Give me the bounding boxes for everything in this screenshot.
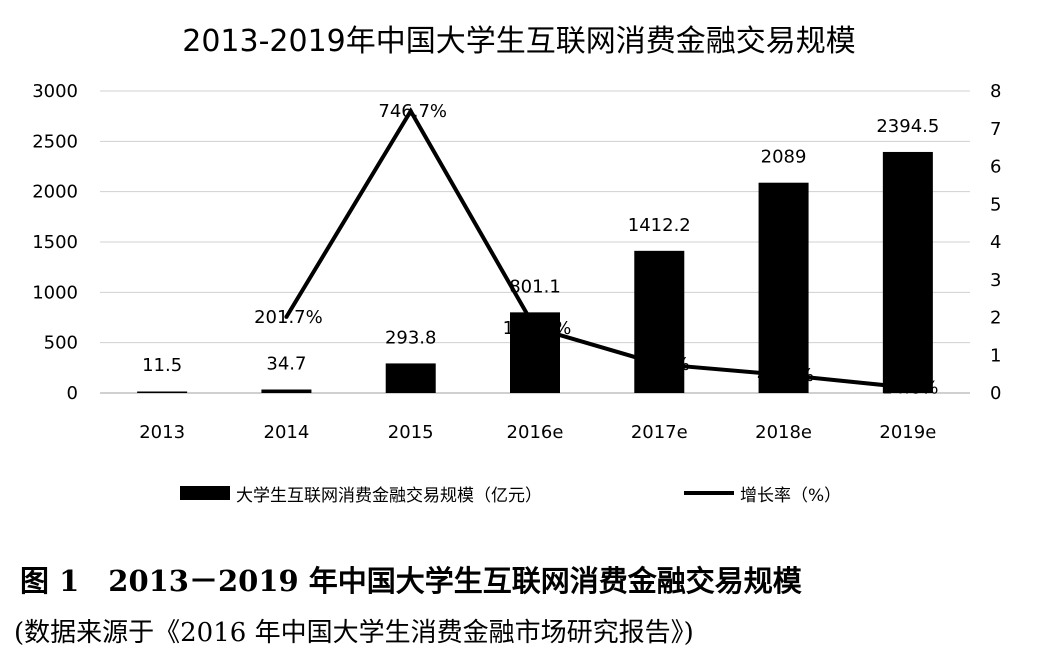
legend-bar-swatch — [180, 486, 230, 500]
x-tick-label: 2015 — [388, 422, 434, 443]
y-right-tick-label: 4 — [990, 232, 1001, 253]
y-right-tick-label: 5 — [990, 194, 1001, 215]
y-right-tick-label: 1 — [990, 345, 1001, 366]
line-point — [284, 314, 289, 319]
bar-data-label: 2089 — [761, 147, 807, 168]
bar-data-label: 34.7 — [266, 354, 306, 375]
x-tick-label: 2014 — [264, 422, 310, 443]
bar-data-label: 2394.5 — [876, 116, 939, 137]
chart-title: 2013-2019年中国大学生互联网消费金融交易规模 — [182, 24, 856, 59]
figure-source: (数据来源于《2016 年中国大学生消费金融市场研究报告》) — [14, 618, 694, 648]
bar — [385, 363, 436, 393]
x-tick-label: 2016e — [507, 422, 564, 443]
legend-line-label: 增长率（%） — [740, 485, 842, 506]
y-left-tick-label: 0 — [67, 383, 78, 404]
bar — [634, 250, 685, 393]
growth-rate-line — [284, 107, 909, 390]
line-data-label: 47.9% — [757, 365, 814, 386]
legend-line-swatch — [684, 491, 734, 495]
x-tick-label: 2017e — [631, 422, 688, 443]
y-right-tick-label: 7 — [990, 119, 1001, 140]
y-left-tick-label: 1500 — [32, 232, 78, 253]
y-left-tick-label: 2500 — [32, 131, 78, 152]
line-data-label: 746.7% — [378, 101, 447, 122]
bar-data-label: 1412.2 — [628, 215, 691, 236]
bar — [882, 151, 933, 393]
bar — [261, 389, 312, 393]
line-point — [781, 372, 786, 377]
line-point — [533, 325, 537, 330]
y-left-tick-label: 500 — [44, 333, 78, 354]
x-tick-label: 2018e — [755, 422, 812, 443]
x-tick-label: 2013 — [139, 422, 185, 443]
line-data-label: 172.7% — [503, 318, 572, 339]
y-left-tick-label: 3000 — [32, 81, 78, 102]
bar-data-label: 801.1 — [509, 276, 561, 297]
bar — [758, 182, 809, 393]
legend-bar-label: 大学生互联网消费金融交易规模（亿元） — [236, 485, 542, 506]
y-right-tick-label: 8 — [990, 81, 1001, 102]
y-right-tick-label: 2 — [990, 308, 1001, 329]
line-data-label: 14.6% — [881, 377, 938, 398]
y-left-tick-label: 1000 — [32, 282, 78, 303]
bar — [137, 391, 188, 393]
y-left-tick-label: 2000 — [32, 182, 78, 203]
legend-item-line: 增长率（%） — [684, 478, 841, 508]
x-tick-label: 2019e — [879, 422, 936, 443]
legend-item-bar: 大学生互联网消费金融交易规模（亿元） — [180, 478, 542, 508]
y-right-tick-label: 6 — [990, 157, 1001, 178]
line-point — [657, 362, 662, 367]
bar-data-label: 11.5 — [142, 355, 182, 376]
line-data-label: 76.3% — [633, 354, 690, 375]
line-data-label: 201.7% — [254, 307, 323, 328]
bar-data-label: 293.8 — [385, 327, 437, 348]
y-right-tick-label: 3 — [990, 270, 1001, 291]
figure-caption: 图 1 2013－2019 年中国大学生互联网消费金融交易规模 — [20, 564, 802, 598]
y-right-tick-label: 0 — [990, 383, 1001, 404]
line-point — [905, 385, 910, 390]
line-point — [408, 109, 413, 114]
